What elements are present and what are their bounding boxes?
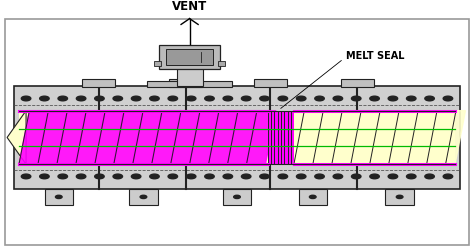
Circle shape xyxy=(223,96,233,101)
Circle shape xyxy=(168,96,178,101)
Circle shape xyxy=(40,174,49,179)
Bar xyxy=(147,81,232,87)
Circle shape xyxy=(407,174,416,179)
Circle shape xyxy=(150,174,159,179)
Polygon shape xyxy=(427,111,456,164)
Circle shape xyxy=(186,96,196,101)
Circle shape xyxy=(370,174,379,179)
Polygon shape xyxy=(7,111,26,164)
Circle shape xyxy=(310,195,316,199)
Circle shape xyxy=(260,174,269,179)
Circle shape xyxy=(95,174,104,179)
Polygon shape xyxy=(389,111,418,164)
Circle shape xyxy=(425,96,434,101)
Bar xyxy=(154,61,161,66)
Circle shape xyxy=(388,174,398,179)
Circle shape xyxy=(234,195,240,199)
Polygon shape xyxy=(209,111,238,164)
Polygon shape xyxy=(95,111,124,164)
Circle shape xyxy=(131,96,141,101)
Circle shape xyxy=(58,96,67,101)
Circle shape xyxy=(241,96,251,101)
Polygon shape xyxy=(38,111,67,164)
Bar xyxy=(254,79,287,87)
Bar xyxy=(385,189,414,205)
Polygon shape xyxy=(114,111,143,164)
Circle shape xyxy=(315,96,324,101)
Polygon shape xyxy=(76,111,105,164)
Bar xyxy=(169,79,202,87)
Circle shape xyxy=(113,96,122,101)
Circle shape xyxy=(113,174,122,179)
Circle shape xyxy=(205,174,214,179)
Circle shape xyxy=(278,96,288,101)
Bar xyxy=(14,86,460,189)
Polygon shape xyxy=(351,111,380,164)
Circle shape xyxy=(21,174,31,179)
Circle shape xyxy=(140,195,147,199)
Polygon shape xyxy=(294,111,323,164)
Circle shape xyxy=(352,96,361,101)
Bar xyxy=(268,111,294,164)
Circle shape xyxy=(131,174,141,179)
Circle shape xyxy=(21,96,31,101)
Polygon shape xyxy=(171,111,200,164)
Circle shape xyxy=(95,96,104,101)
Circle shape xyxy=(223,174,233,179)
Polygon shape xyxy=(370,111,399,164)
Circle shape xyxy=(278,174,288,179)
Circle shape xyxy=(186,174,196,179)
Polygon shape xyxy=(190,111,219,164)
Circle shape xyxy=(76,96,86,101)
Circle shape xyxy=(241,174,251,179)
Circle shape xyxy=(396,195,403,199)
Bar xyxy=(166,49,213,65)
Text: MELT SEAL: MELT SEAL xyxy=(346,51,404,61)
Circle shape xyxy=(260,96,269,101)
Bar xyxy=(159,45,220,69)
Circle shape xyxy=(315,174,324,179)
Bar xyxy=(19,111,455,164)
Circle shape xyxy=(443,96,453,101)
Circle shape xyxy=(58,174,67,179)
Polygon shape xyxy=(246,111,276,164)
Circle shape xyxy=(76,174,86,179)
Circle shape xyxy=(370,96,379,101)
Circle shape xyxy=(296,174,306,179)
Circle shape xyxy=(55,195,62,199)
Circle shape xyxy=(388,96,398,101)
Polygon shape xyxy=(408,111,437,164)
Bar xyxy=(176,67,202,86)
Circle shape xyxy=(352,174,361,179)
Bar xyxy=(299,189,327,205)
Polygon shape xyxy=(152,111,181,164)
Circle shape xyxy=(150,96,159,101)
Circle shape xyxy=(333,96,343,101)
Circle shape xyxy=(205,96,214,101)
Polygon shape xyxy=(332,111,361,164)
Polygon shape xyxy=(19,111,48,164)
Circle shape xyxy=(333,174,343,179)
Bar xyxy=(129,189,158,205)
Polygon shape xyxy=(446,111,465,164)
Bar xyxy=(218,61,225,66)
Circle shape xyxy=(296,96,306,101)
Polygon shape xyxy=(228,111,257,164)
Bar xyxy=(341,79,374,87)
Polygon shape xyxy=(57,111,86,164)
Bar xyxy=(223,189,251,205)
Circle shape xyxy=(443,174,453,179)
Polygon shape xyxy=(313,111,342,164)
Bar xyxy=(82,79,116,87)
Circle shape xyxy=(168,174,178,179)
Circle shape xyxy=(407,96,416,101)
Bar xyxy=(45,189,73,205)
Polygon shape xyxy=(133,111,162,164)
Circle shape xyxy=(425,174,434,179)
Text: VENT: VENT xyxy=(172,0,207,13)
Circle shape xyxy=(40,96,49,101)
